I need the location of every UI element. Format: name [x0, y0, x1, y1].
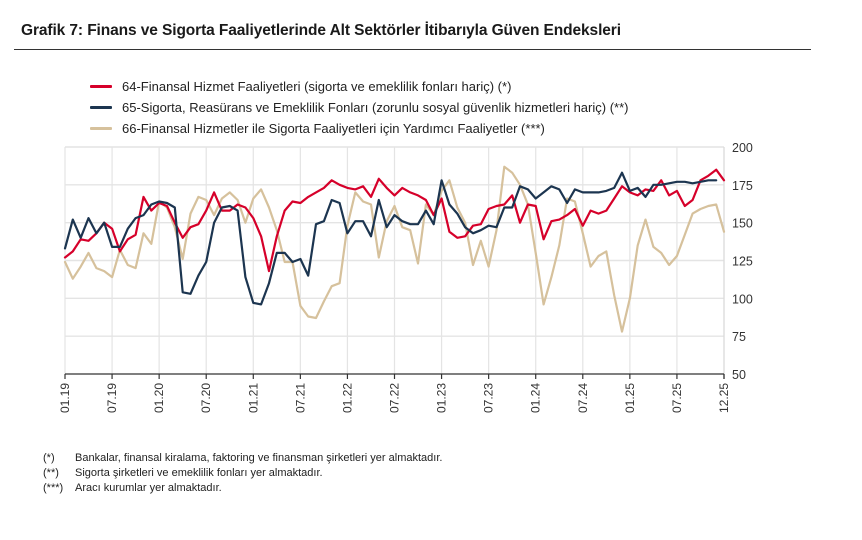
x-tick-label: 01.20 [152, 383, 166, 413]
y-tick-label: 75 [732, 330, 746, 344]
footnote-1-mark: (*) [43, 451, 55, 464]
chart-title: Grafik 7: Finans ve Sigorta Faaliyetleri… [21, 22, 621, 39]
y-tick-label: 175 [732, 179, 753, 193]
footnote-2-mark: (**) [43, 466, 59, 479]
x-tick-label: 01.19 [58, 383, 72, 413]
x-tick-label: 07.19 [105, 383, 119, 413]
legend-item-65: 65-Sigorta, Reasürans ve Emeklilik Fonla… [90, 97, 628, 118]
x-tick-label: 01.25 [623, 383, 637, 413]
y-tick-label: 50 [732, 368, 746, 382]
footnote-3-mark: (***) [43, 481, 64, 494]
footnote-2-text: Sigorta şirketleri ve emeklilik fonları … [75, 466, 323, 479]
x-tick-label: 01.23 [435, 383, 449, 413]
x-tick-label: 07.24 [576, 383, 590, 413]
footnote-1-text: Bankalar, finansal kiralama, faktoring v… [75, 451, 443, 464]
x-tick-label: 01.24 [529, 383, 543, 413]
x-tick-label: 01.22 [340, 383, 354, 413]
footnote-2: (**) Sigorta şirketleri ve emeklilik fon… [43, 465, 442, 480]
footnote-1: (*) Bankalar, finansal kiralama, faktori… [43, 450, 442, 465]
y-tick-label: 150 [732, 217, 753, 231]
footnotes: (*) Bankalar, finansal kiralama, faktori… [43, 450, 442, 495]
y-tick-label: 200 [732, 141, 753, 155]
legend-swatch-66 [90, 127, 112, 130]
x-tick-label: 07.23 [482, 383, 496, 413]
legend-item-66: 66-Finansal Hizmetler ile Sigorta Faaliy… [90, 118, 628, 139]
x-tick-label: 12.25 [717, 383, 731, 413]
x-tick-label: 01.21 [246, 383, 260, 413]
x-tick-label: 07.21 [293, 383, 307, 413]
series-line-66 [63, 165, 726, 333]
footnote-3-text: Aracı kurumlar yer almaktadır. [75, 481, 222, 494]
title-divider [14, 49, 811, 50]
axes: 50 75 100 125 150 175 200 01.19 07.19 01.20 07.20 0… [58, 141, 753, 413]
series-lines [63, 165, 726, 333]
legend-label-65: 65-Sigorta, Reasürans ve Emeklilik Fonla… [122, 100, 629, 115]
series-line-65 [63, 171, 718, 306]
series-line-64 [63, 168, 726, 273]
legend-label-66: 66-Finansal Hizmetler ile Sigorta Faaliy… [122, 121, 545, 136]
legend-swatch-64 [90, 85, 112, 88]
y-tick-label: 125 [732, 255, 753, 269]
x-tick-label: 07.22 [388, 383, 402, 413]
legend-swatch-65 [90, 106, 112, 109]
legend-label-64: 64-Finansal Hizmet Faaliyetleri (sigorta… [122, 79, 512, 94]
y-tick-label: 100 [732, 292, 753, 306]
chart-legend: 64-Finansal Hizmet Faaliyetleri (sigorta… [90, 76, 628, 139]
legend-item-64: 64-Finansal Hizmet Faaliyetleri (sigorta… [90, 76, 628, 97]
footnote-3: (***) Aracı kurumlar yer almaktadır. [43, 480, 442, 495]
x-tick-label: 07.25 [670, 383, 684, 413]
x-tick-label: 07.20 [199, 383, 213, 413]
